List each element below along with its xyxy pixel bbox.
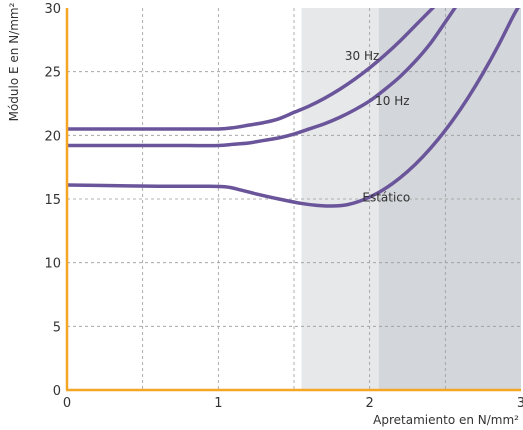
y-tick-label: 25 xyxy=(44,66,61,81)
series-label-3: Estático xyxy=(362,191,410,205)
x-tick-label: 2 xyxy=(366,396,374,411)
y-tick-label: 5 xyxy=(53,320,61,335)
x-tick-label: 0 xyxy=(63,396,71,411)
series-labels: 30 Hz 10 Hz Estático xyxy=(345,49,410,204)
series-line-1 xyxy=(67,8,436,131)
axes xyxy=(65,8,521,392)
y-tick-label: 10 xyxy=(44,257,61,272)
x-axis-label: Apretamiento en N/mm² xyxy=(373,413,519,427)
y-tick-label: 30 xyxy=(44,2,61,17)
x-tick-label: 3 xyxy=(517,396,523,411)
y-axis-label: Módulo E en N/mm² xyxy=(7,2,21,121)
y-tick-label: 0 xyxy=(53,384,61,399)
series-line-3 xyxy=(67,8,520,208)
shaded-band-2 xyxy=(378,8,521,390)
x-tick-label: 1 xyxy=(214,396,222,411)
y-tick-label: 15 xyxy=(44,193,61,208)
series-lines xyxy=(67,8,520,208)
y-tick-label: 20 xyxy=(44,129,61,144)
grid-lines xyxy=(67,8,521,390)
series-label-2: 10 Hz xyxy=(375,94,409,108)
series-label-1: 30 Hz xyxy=(345,49,379,63)
series-line-2 xyxy=(67,8,457,148)
